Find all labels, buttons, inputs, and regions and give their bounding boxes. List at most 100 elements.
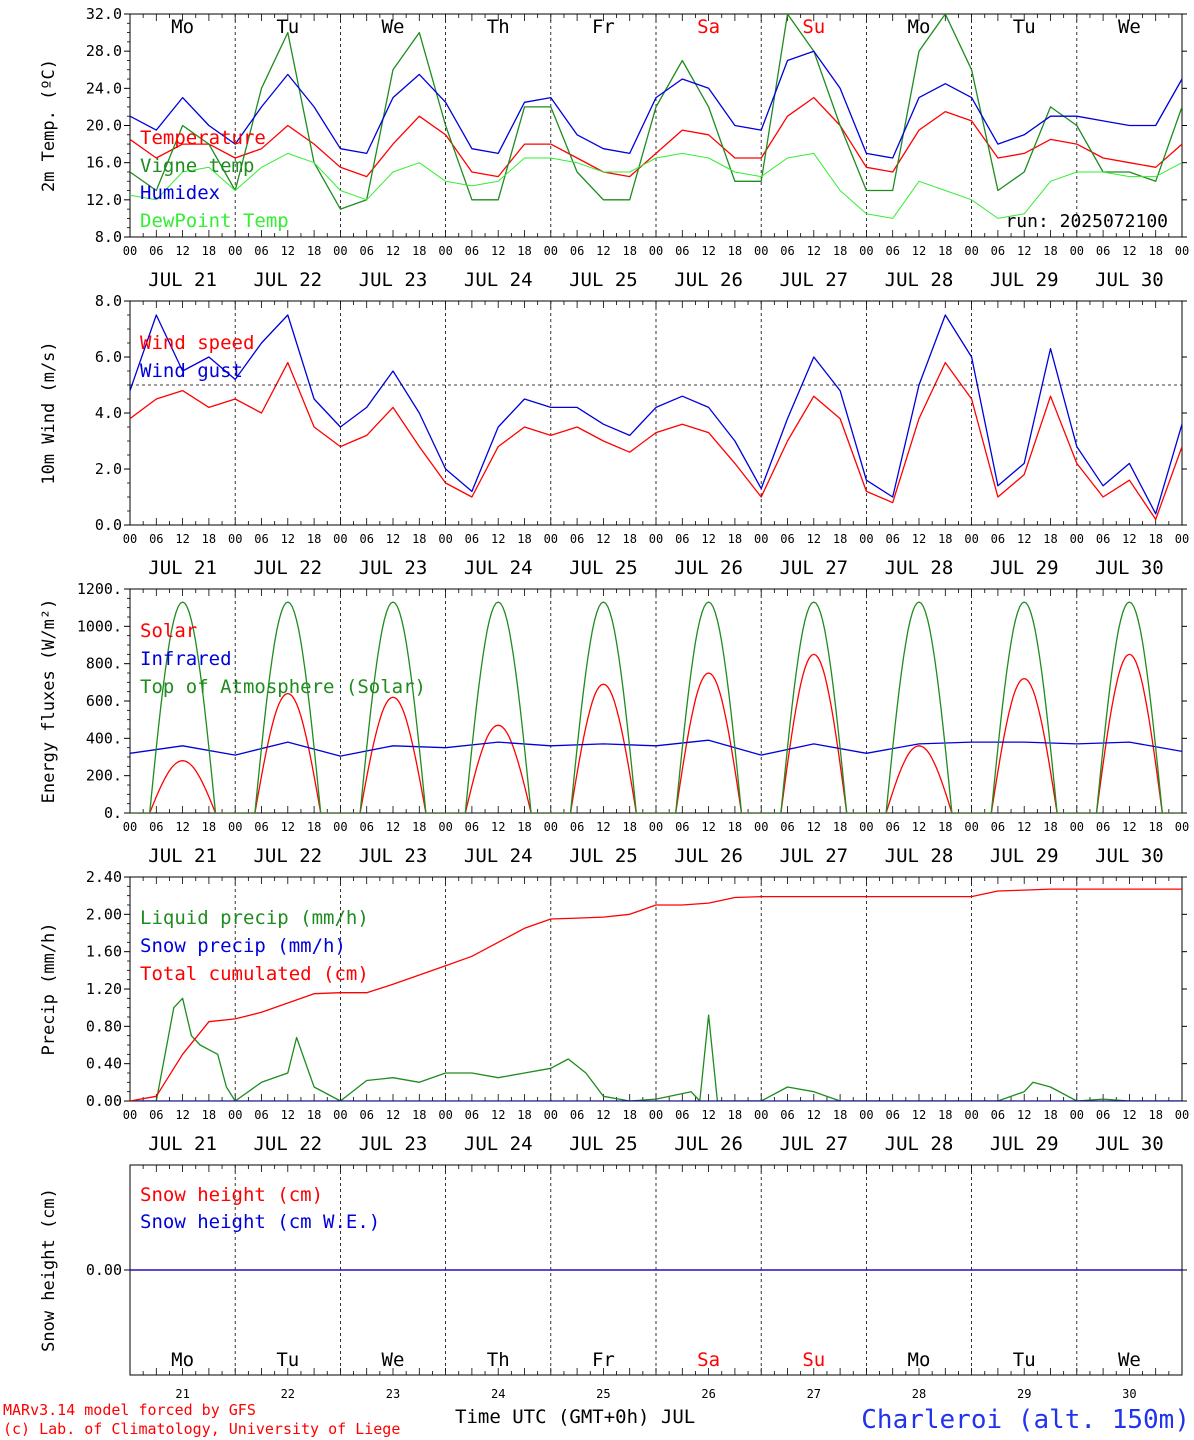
day-label: Su [802,1349,825,1371]
hour-label: 18 [1148,532,1162,546]
hour-label: 00 [228,820,242,834]
hour-label: 18 [938,820,952,834]
plot-frame [129,300,1183,526]
date-label: JUL 21 [148,1133,217,1155]
hour-label: 18 [517,244,531,258]
y-tick-label: 32.0 [86,5,122,23]
hour-label: 06 [991,532,1005,546]
date-label: JUL 25 [569,557,638,579]
y-axis-label: 10m Wind (m/s) [39,341,59,484]
series-group [130,601,1182,813]
hour-label: 18 [1148,1108,1162,1122]
hour-label: 12 [386,1108,400,1122]
date-label: JUL 25 [569,269,638,291]
hour-label: 00 [1175,244,1189,258]
y-tick-label: 2.00 [86,905,122,923]
hour-label: 00 [859,532,873,546]
day-label: Su [802,16,825,38]
date-label: JUL 23 [359,845,428,867]
hour-label: 06 [675,532,689,546]
hour-label: 12 [807,532,821,546]
hour-label: 06 [570,244,584,258]
hour-label: 06 [254,820,268,834]
day-number: 30 [1122,1387,1136,1401]
series-line [130,361,1182,521]
y-tick-label: 1200. [77,580,122,598]
hour-label: 12 [701,820,715,834]
hour-label: 00 [1070,820,1084,834]
date-label: JUL 28 [885,557,954,579]
y-tick-label: 1.60 [86,943,122,961]
hour-label: 06 [465,532,479,546]
series-line [130,50,1182,159]
hour-label: 00 [544,244,558,258]
hour-label: 06 [254,244,268,258]
hour-label: 12 [1017,244,1031,258]
hour-label: 00 [754,244,768,258]
hour-label: 06 [991,244,1005,258]
hour-label: 12 [386,532,400,546]
y-tick-label: 20.0 [86,117,122,135]
y-tick-label: 0.0 [95,516,122,534]
y-axis-label: Precip (mm/h) [39,922,59,1055]
hour-label: 18 [833,1108,847,1122]
hour-label: 12 [912,820,926,834]
hour-label: 00 [859,820,873,834]
day-number: 25 [596,1387,610,1401]
y-tick-label: 0. [104,804,122,822]
y-tick-label: 1.20 [86,980,122,998]
hour-label: 00 [964,1108,978,1122]
hour-label: 12 [596,820,610,834]
date-label: JUL 27 [779,557,848,579]
legend-entry: Temperature [140,127,266,149]
hour-label: 12 [807,820,821,834]
y-tick-label: 600. [86,692,122,710]
hour-label: 00 [544,820,558,834]
y-axis-label: Energy fluxes (W/m²) [39,599,59,804]
hour-label: 12 [491,820,505,834]
hour-label: 18 [938,1108,952,1122]
hour-label: 00 [544,532,558,546]
y-tick-label: 0.00 [86,1261,122,1279]
hour-label: 00 [438,244,452,258]
hour-label: 00 [228,1108,242,1122]
day-label: We [382,16,405,38]
hour-label: 06 [359,1108,373,1122]
hour-label: 00 [333,532,347,546]
legend-entry: Infrared [140,648,232,670]
hour-label: 00 [964,244,978,258]
day-label: Tu [1013,1349,1036,1371]
hour-label: 06 [1096,820,1110,834]
date-label: JUL 23 [359,269,428,291]
hour-label: 00 [438,532,452,546]
hour-label: 06 [465,244,479,258]
y-tick-label: 800. [86,655,122,673]
legend-entry: Snow height (cm) [140,1184,323,1206]
date-label: JUL 29 [990,557,1059,579]
hour-label: 00 [438,1108,452,1122]
date-label: JUL 26 [674,557,743,579]
hour-label: 18 [517,820,531,834]
y-tick-label: 0.40 [86,1055,122,1073]
y-tick-label: 28.0 [86,42,122,60]
hour-label: 00 [1175,820,1189,834]
date-label: JUL 28 [885,269,954,291]
hour-label: 00 [649,532,663,546]
hour-label: 06 [885,1108,899,1122]
panel-temp: 8.0 12.0 16.0 20.0 24.0 28.0 32.0 2m Temp. (ºC)… [39,5,1189,291]
hour-label: 12 [807,244,821,258]
day-label: Tu [276,16,299,38]
hour-label: 18 [1043,532,1057,546]
series-group [130,314,1182,521]
series-line [130,314,1182,515]
day-label: Tu [276,1349,299,1371]
hour-label: 12 [912,1108,926,1122]
hour-label: 12 [912,532,926,546]
y-tick-label: 16.0 [86,154,122,172]
date-label: JUL 24 [464,1133,533,1155]
hour-label: 12 [596,244,610,258]
hour-label: 18 [517,532,531,546]
day-number: 28 [912,1387,926,1401]
date-label: JUL 29 [990,269,1059,291]
date-label: JUL 22 [253,1133,322,1155]
